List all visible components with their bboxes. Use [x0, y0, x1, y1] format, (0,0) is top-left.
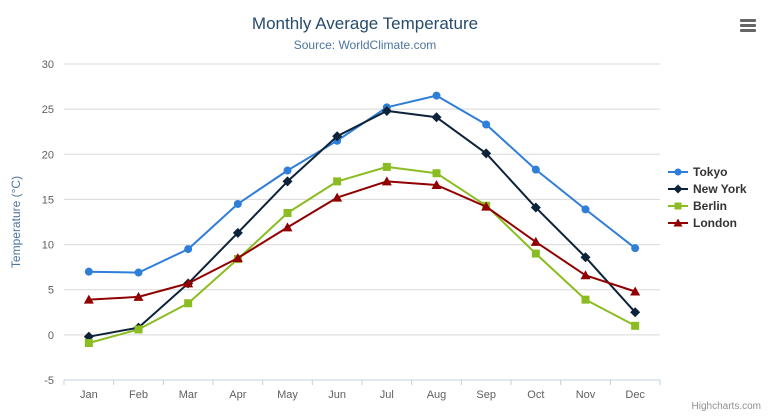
x-tick-label: Nov	[576, 389, 596, 401]
hamburger-bar	[740, 19, 756, 22]
series-london	[83, 176, 641, 304]
x-tick-label: Jan	[80, 389, 98, 401]
legend-item-tokyo[interactable]: Tokyo	[668, 163, 747, 180]
x-tick-label: Jun	[328, 389, 346, 401]
x-tick-label: Feb	[129, 389, 148, 401]
legend-item-new-york[interactable]: New York	[668, 180, 747, 197]
x-tick-label: May	[277, 389, 298, 401]
square-marker-icon	[668, 202, 688, 209]
y-tick-label: 25	[42, 104, 54, 116]
legend-item-berlin[interactable]: Berlin	[668, 197, 747, 214]
y-tick-label: 5	[48, 285, 54, 297]
legend-label: Tokyo	[693, 164, 728, 179]
y-tick-label: 15	[42, 194, 54, 206]
x-tick-label: Jul	[380, 389, 394, 401]
circle-marker-icon	[668, 168, 688, 175]
series-line-berlin	[88, 165, 636, 344]
hamburger-bar	[740, 29, 756, 32]
series-tokyo	[84, 91, 640, 277]
legend-label: New York	[693, 181, 747, 196]
x-tick-label: Sep	[476, 389, 496, 401]
chart-subtitle: Source: WorldClimate.com	[293, 38, 437, 52]
credits-link[interactable]: Highcharts.com	[691, 401, 761, 412]
triangle-marker-icon	[668, 218, 688, 226]
series-line-tokyo	[88, 94, 636, 274]
series-line-london	[88, 180, 636, 301]
chart-title: Monthly Average Temperature	[251, 14, 479, 33]
x-tick-label: Aug	[427, 389, 447, 401]
series-berlin	[84, 162, 640, 347]
diamond-marker-icon	[668, 184, 688, 193]
x-tick-label: Apr	[229, 389, 246, 401]
y-axis-title: Temperature (°C)	[9, 176, 23, 268]
x-tick-label: Dec	[625, 389, 645, 401]
hamburger-bar	[740, 24, 756, 27]
legend: Tokyo New York Berlin London	[668, 163, 747, 231]
x-tick-label: Oct	[527, 389, 544, 401]
legend-label: London	[693, 215, 737, 230]
y-tick-label: 0	[48, 330, 54, 342]
export-menu-icon[interactable]	[740, 19, 756, 33]
y-tick-label: -5	[44, 375, 54, 387]
y-tick-label: 30	[42, 59, 54, 71]
legend-label: Berlin	[693, 198, 728, 213]
y-tick-label: 20	[42, 149, 54, 161]
y-tick-label: 10	[42, 240, 54, 252]
x-tick-label: Mar	[179, 389, 198, 401]
series-line-new-york	[88, 109, 636, 338]
series-new-york	[83, 105, 641, 342]
legend-item-london[interactable]: London	[668, 214, 747, 231]
